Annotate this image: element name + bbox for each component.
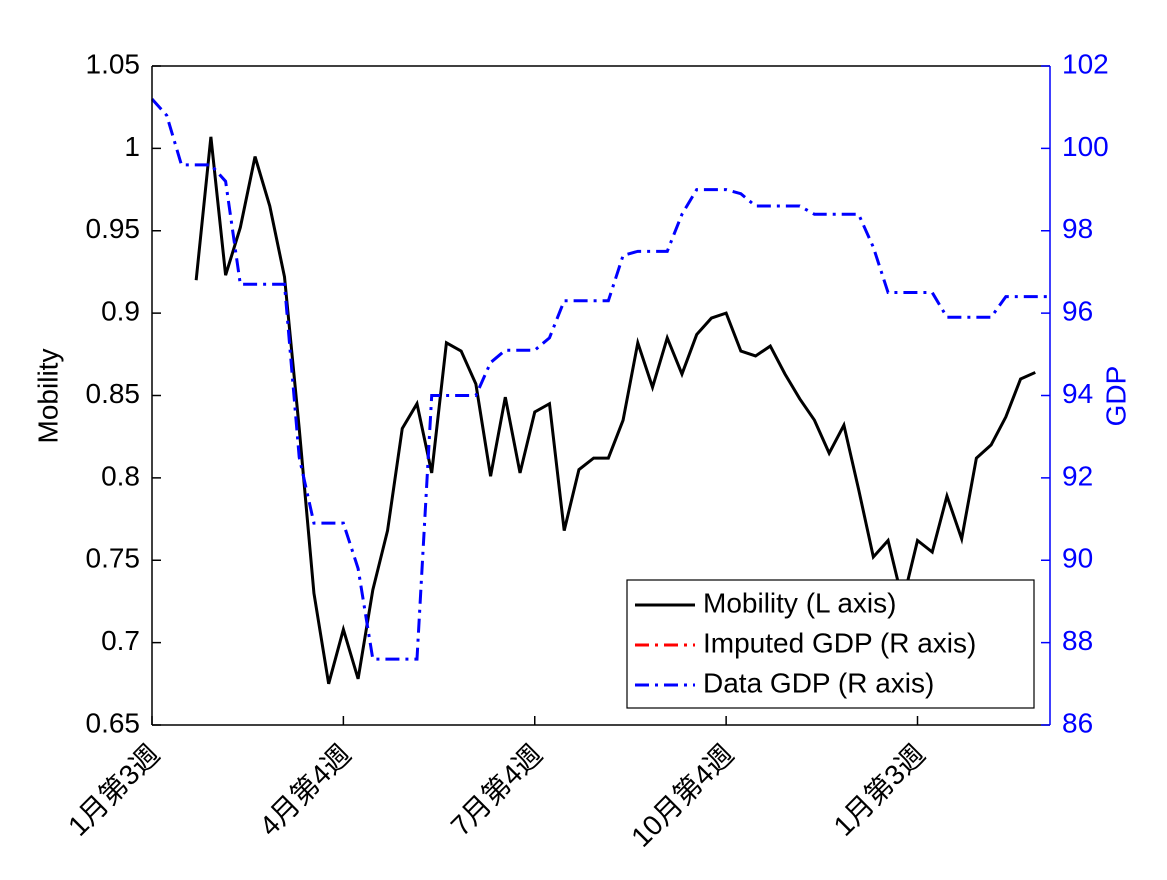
- y-tick-label: 0.9: [101, 296, 140, 327]
- y-tick-label: 1.05: [86, 48, 141, 79]
- y-tick-label: 1: [124, 131, 140, 162]
- legend-label: Imputed GDP (R axis): [703, 627, 976, 658]
- y2-tick-label: 98: [1062, 213, 1093, 244]
- y-tick-label: 0.7: [101, 625, 140, 656]
- y-tick-label: 0.8: [101, 460, 140, 491]
- y2-tick-label: 92: [1062, 460, 1093, 491]
- y2-axis-label: GDP: [1100, 366, 1131, 427]
- y2-tick-label: 88: [1062, 625, 1093, 656]
- y2-tick-label: 96: [1062, 296, 1093, 327]
- legend-label: Data GDP (R axis): [703, 667, 934, 698]
- y-axis-label: Mobility: [32, 349, 63, 444]
- y-tick-label: 0.75: [86, 543, 141, 574]
- y2-tick-label: 100: [1062, 131, 1109, 162]
- y2-tick-label: 86: [1062, 707, 1093, 738]
- legend-label: Mobility (L axis): [703, 587, 896, 618]
- y-tick-label: 0.65: [86, 707, 141, 738]
- y2-tick-label: 90: [1062, 543, 1093, 574]
- y-tick-label: 0.95: [86, 213, 141, 244]
- y-tick-label: 0.85: [86, 378, 141, 409]
- series-line: [194, 136, 1036, 685]
- y2-tick-label: 94: [1062, 378, 1093, 409]
- y2-tick-label: 102: [1062, 48, 1109, 79]
